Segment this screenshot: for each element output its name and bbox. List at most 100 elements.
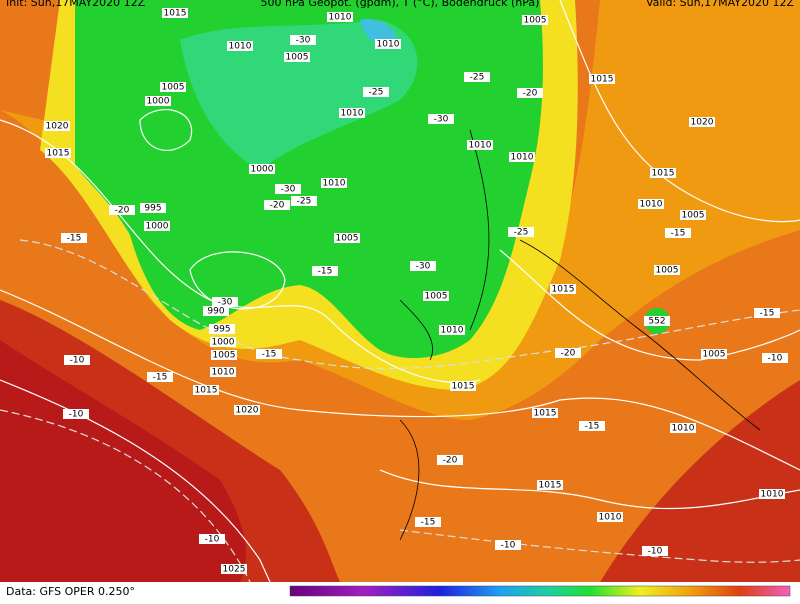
isobar-label: 1005 (524, 16, 547, 26)
isobar-label: 1010 (329, 13, 352, 23)
isobar-label: 1015 (591, 75, 614, 85)
isobar-label: 1010 (511, 153, 534, 163)
color-bar (289, 585, 791, 597)
isobar-label: 1025 (223, 565, 246, 575)
temperature-label: -15 (585, 422, 600, 432)
label-box (589, 74, 615, 84)
label-box (650, 168, 676, 178)
label-box (312, 266, 338, 276)
temperature-label: -25 (470, 73, 485, 83)
isobar-label: 1010 (640, 200, 663, 210)
temperature-label: -15 (671, 229, 686, 239)
temperature-label: -10 (70, 356, 85, 366)
isobar-label: 1015 (195, 386, 218, 396)
isobar-label: 1005 (213, 351, 236, 361)
temperature-label: -20 (443, 456, 458, 466)
temperature-label: -15 (760, 309, 775, 319)
isobar-label: 1000 (147, 97, 170, 107)
isobar-label: 1005 (703, 350, 726, 360)
isotherm-line (0, 409, 251, 583)
temperature-label: -30 (416, 262, 431, 272)
label-box (437, 455, 463, 465)
isotherm-line (19, 239, 800, 370)
label-box (256, 349, 282, 359)
label-box (467, 140, 493, 150)
isobar-line (0, 289, 800, 471)
label-box (670, 423, 696, 433)
label-box (321, 178, 347, 188)
label-box (509, 152, 535, 162)
label-box (680, 210, 706, 220)
label-box (375, 39, 401, 49)
label-box (284, 52, 310, 62)
isobar-label: 1005 (425, 292, 448, 302)
isobar-label: 1015 (47, 149, 70, 159)
temperature-label: -20 (523, 89, 538, 99)
label-box (221, 564, 247, 574)
label-box (334, 233, 360, 243)
isobar-label: 1020 (46, 122, 69, 132)
label-box (140, 203, 166, 213)
isobar-label: 1015 (452, 382, 475, 392)
isobar-line (559, 0, 800, 223)
label-box (291, 196, 317, 206)
label-box (415, 517, 441, 527)
label-box (762, 353, 788, 363)
isobar-label: 1015 (652, 169, 675, 179)
label-box (495, 540, 521, 550)
label-box (144, 221, 170, 231)
isobar-line (379, 469, 800, 510)
label-box (555, 348, 581, 358)
geopotential-label: 552 (648, 317, 665, 327)
label-box (754, 308, 780, 318)
isobar-label: 1000 (251, 165, 274, 175)
label-box (234, 405, 260, 415)
temperature-label: -15 (153, 373, 168, 383)
label-box (145, 96, 171, 106)
label-box (45, 148, 71, 158)
isobar-label: 1005 (656, 266, 679, 276)
label-box (162, 8, 188, 18)
isobar-label: 990 (207, 307, 224, 317)
temperature-label: -25 (514, 228, 529, 238)
isobar-line (139, 109, 193, 151)
label-box (339, 108, 365, 118)
label-box (210, 367, 236, 377)
isobar-label: 1000 (212, 338, 235, 348)
isobar-label: 1015 (539, 481, 562, 491)
isobar-label: 1010 (599, 513, 622, 523)
isobar-label: 1010 (323, 179, 346, 189)
temperature-label: -20 (270, 201, 285, 211)
label-box (147, 372, 173, 382)
temperature-label: -15 (421, 518, 436, 528)
label-box (327, 12, 353, 22)
cold-core (180, 20, 418, 170)
isobar-line (499, 249, 800, 361)
label-box (464, 72, 490, 82)
label-box (428, 114, 454, 124)
temperature-label: -15 (318, 267, 333, 277)
label-box (642, 546, 668, 556)
label-box (160, 82, 186, 92)
field (0, 0, 800, 582)
label-box (363, 87, 389, 97)
label-box (644, 316, 670, 326)
label-box (537, 480, 563, 490)
label-box (579, 421, 605, 431)
label-box (450, 381, 476, 391)
label-box (275, 184, 301, 194)
label-box (439, 325, 465, 335)
isobar-label: 1005 (682, 211, 705, 221)
isobar-label: 1010 (469, 141, 492, 151)
temperature-label: -25 (297, 197, 312, 207)
label-box (227, 41, 253, 51)
label-box (550, 284, 576, 294)
temperature-label: -10 (205, 535, 220, 545)
label-box (61, 233, 87, 243)
label-box (249, 164, 275, 174)
label-box (638, 199, 664, 209)
isobar-label: 1020 (691, 118, 714, 128)
temperature-label: -10 (648, 547, 663, 557)
isobar-label: 1010 (341, 109, 364, 119)
temperature-label: -25 (369, 88, 384, 98)
